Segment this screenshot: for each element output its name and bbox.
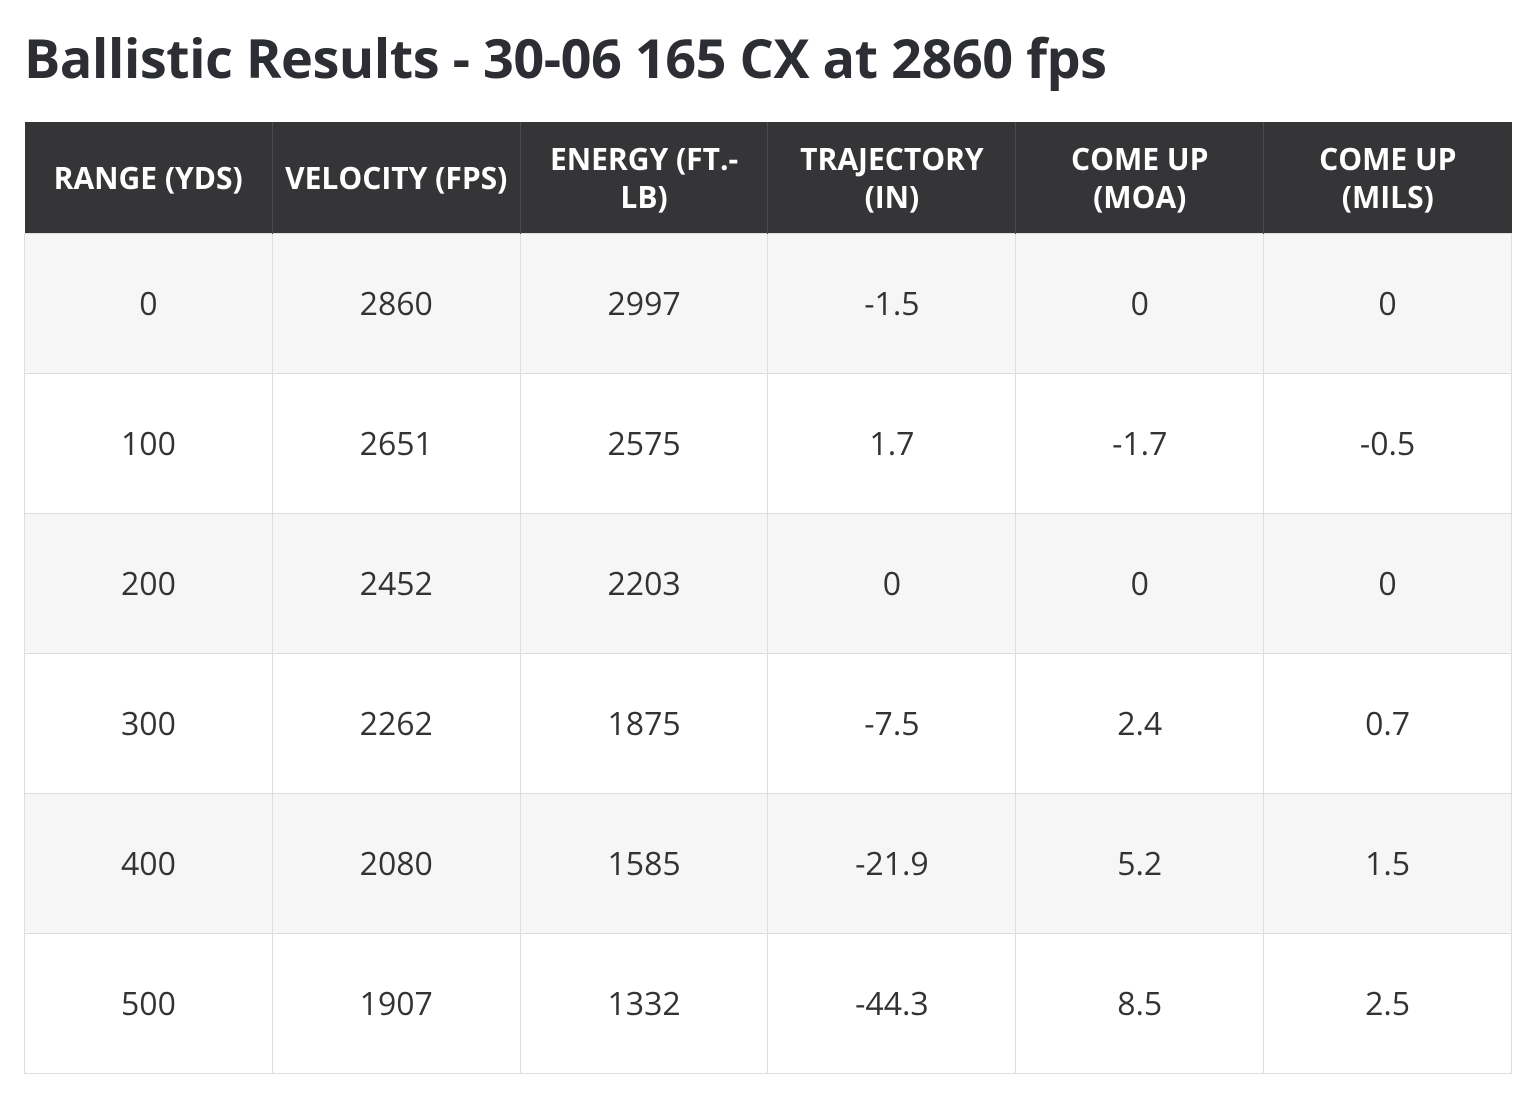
- table-row: 400 2080 1585 -21.9 5.2 1.5: [25, 794, 1512, 934]
- cell-trajectory: -7.5: [768, 654, 1016, 794]
- cell-energy: 1585: [520, 794, 768, 934]
- cell-comeup-moa: 8.5: [1016, 934, 1264, 1074]
- cell-comeup-moa: 2.4: [1016, 654, 1264, 794]
- cell-energy: 1875: [520, 654, 768, 794]
- page-title: Ballistic Results - 30-06 165 CX at 2860…: [24, 20, 1512, 94]
- cell-energy: 2997: [520, 234, 768, 374]
- col-header-comeup-moa: COME UP (MOA): [1016, 122, 1264, 234]
- cell-velocity: 2860: [272, 234, 520, 374]
- cell-velocity: 2262: [272, 654, 520, 794]
- col-header-trajectory: TRAJECTORY (IN): [768, 122, 1016, 234]
- cell-comeup-mils: 1.5: [1264, 794, 1512, 934]
- table-row: 200 2452 2203 0 0 0: [25, 514, 1512, 654]
- cell-range: 0: [25, 234, 273, 374]
- ballistic-table: RANGE (YDS) VELOCITY (FPS) ENERGY (FT.-L…: [24, 122, 1512, 1074]
- cell-trajectory: -21.9: [768, 794, 1016, 934]
- cell-velocity: 2080: [272, 794, 520, 934]
- col-header-velocity: VELOCITY (FPS): [272, 122, 520, 234]
- cell-trajectory: -1.5: [768, 234, 1016, 374]
- table-header: RANGE (YDS) VELOCITY (FPS) ENERGY (FT.-L…: [25, 122, 1512, 234]
- cell-trajectory: 1.7: [768, 374, 1016, 514]
- cell-comeup-moa: 0: [1016, 514, 1264, 654]
- cell-range: 400: [25, 794, 273, 934]
- cell-comeup-mils: 0: [1264, 514, 1512, 654]
- table-body: 0 2860 2997 -1.5 0 0 100 2651 2575 1.7 -…: [25, 234, 1512, 1074]
- table-row: 300 2262 1875 -7.5 2.4 0.7: [25, 654, 1512, 794]
- cell-comeup-moa: 0: [1016, 234, 1264, 374]
- col-header-range: RANGE (YDS): [25, 122, 273, 234]
- cell-velocity: 2452: [272, 514, 520, 654]
- cell-trajectory: 0: [768, 514, 1016, 654]
- cell-range: 200: [25, 514, 273, 654]
- cell-velocity: 1907: [272, 934, 520, 1074]
- cell-comeup-mils: -0.5: [1264, 374, 1512, 514]
- cell-comeup-moa: -1.7: [1016, 374, 1264, 514]
- table-row: 0 2860 2997 -1.5 0 0: [25, 234, 1512, 374]
- col-header-energy: ENERGY (FT.-LB): [520, 122, 768, 234]
- cell-comeup-mils: 2.5: [1264, 934, 1512, 1074]
- col-header-comeup-mils: COME UP (MILS): [1264, 122, 1512, 234]
- cell-comeup-moa: 5.2: [1016, 794, 1264, 934]
- cell-energy: 1332: [520, 934, 768, 1074]
- cell-comeup-mils: 0: [1264, 234, 1512, 374]
- cell-range: 300: [25, 654, 273, 794]
- table-row: 100 2651 2575 1.7 -1.7 -0.5: [25, 374, 1512, 514]
- cell-velocity: 2651: [272, 374, 520, 514]
- cell-trajectory: -44.3: [768, 934, 1016, 1074]
- cell-comeup-mils: 0.7: [1264, 654, 1512, 794]
- cell-range: 500: [25, 934, 273, 1074]
- table-row: 500 1907 1332 -44.3 8.5 2.5: [25, 934, 1512, 1074]
- cell-energy: 2575: [520, 374, 768, 514]
- cell-energy: 2203: [520, 514, 768, 654]
- cell-range: 100: [25, 374, 273, 514]
